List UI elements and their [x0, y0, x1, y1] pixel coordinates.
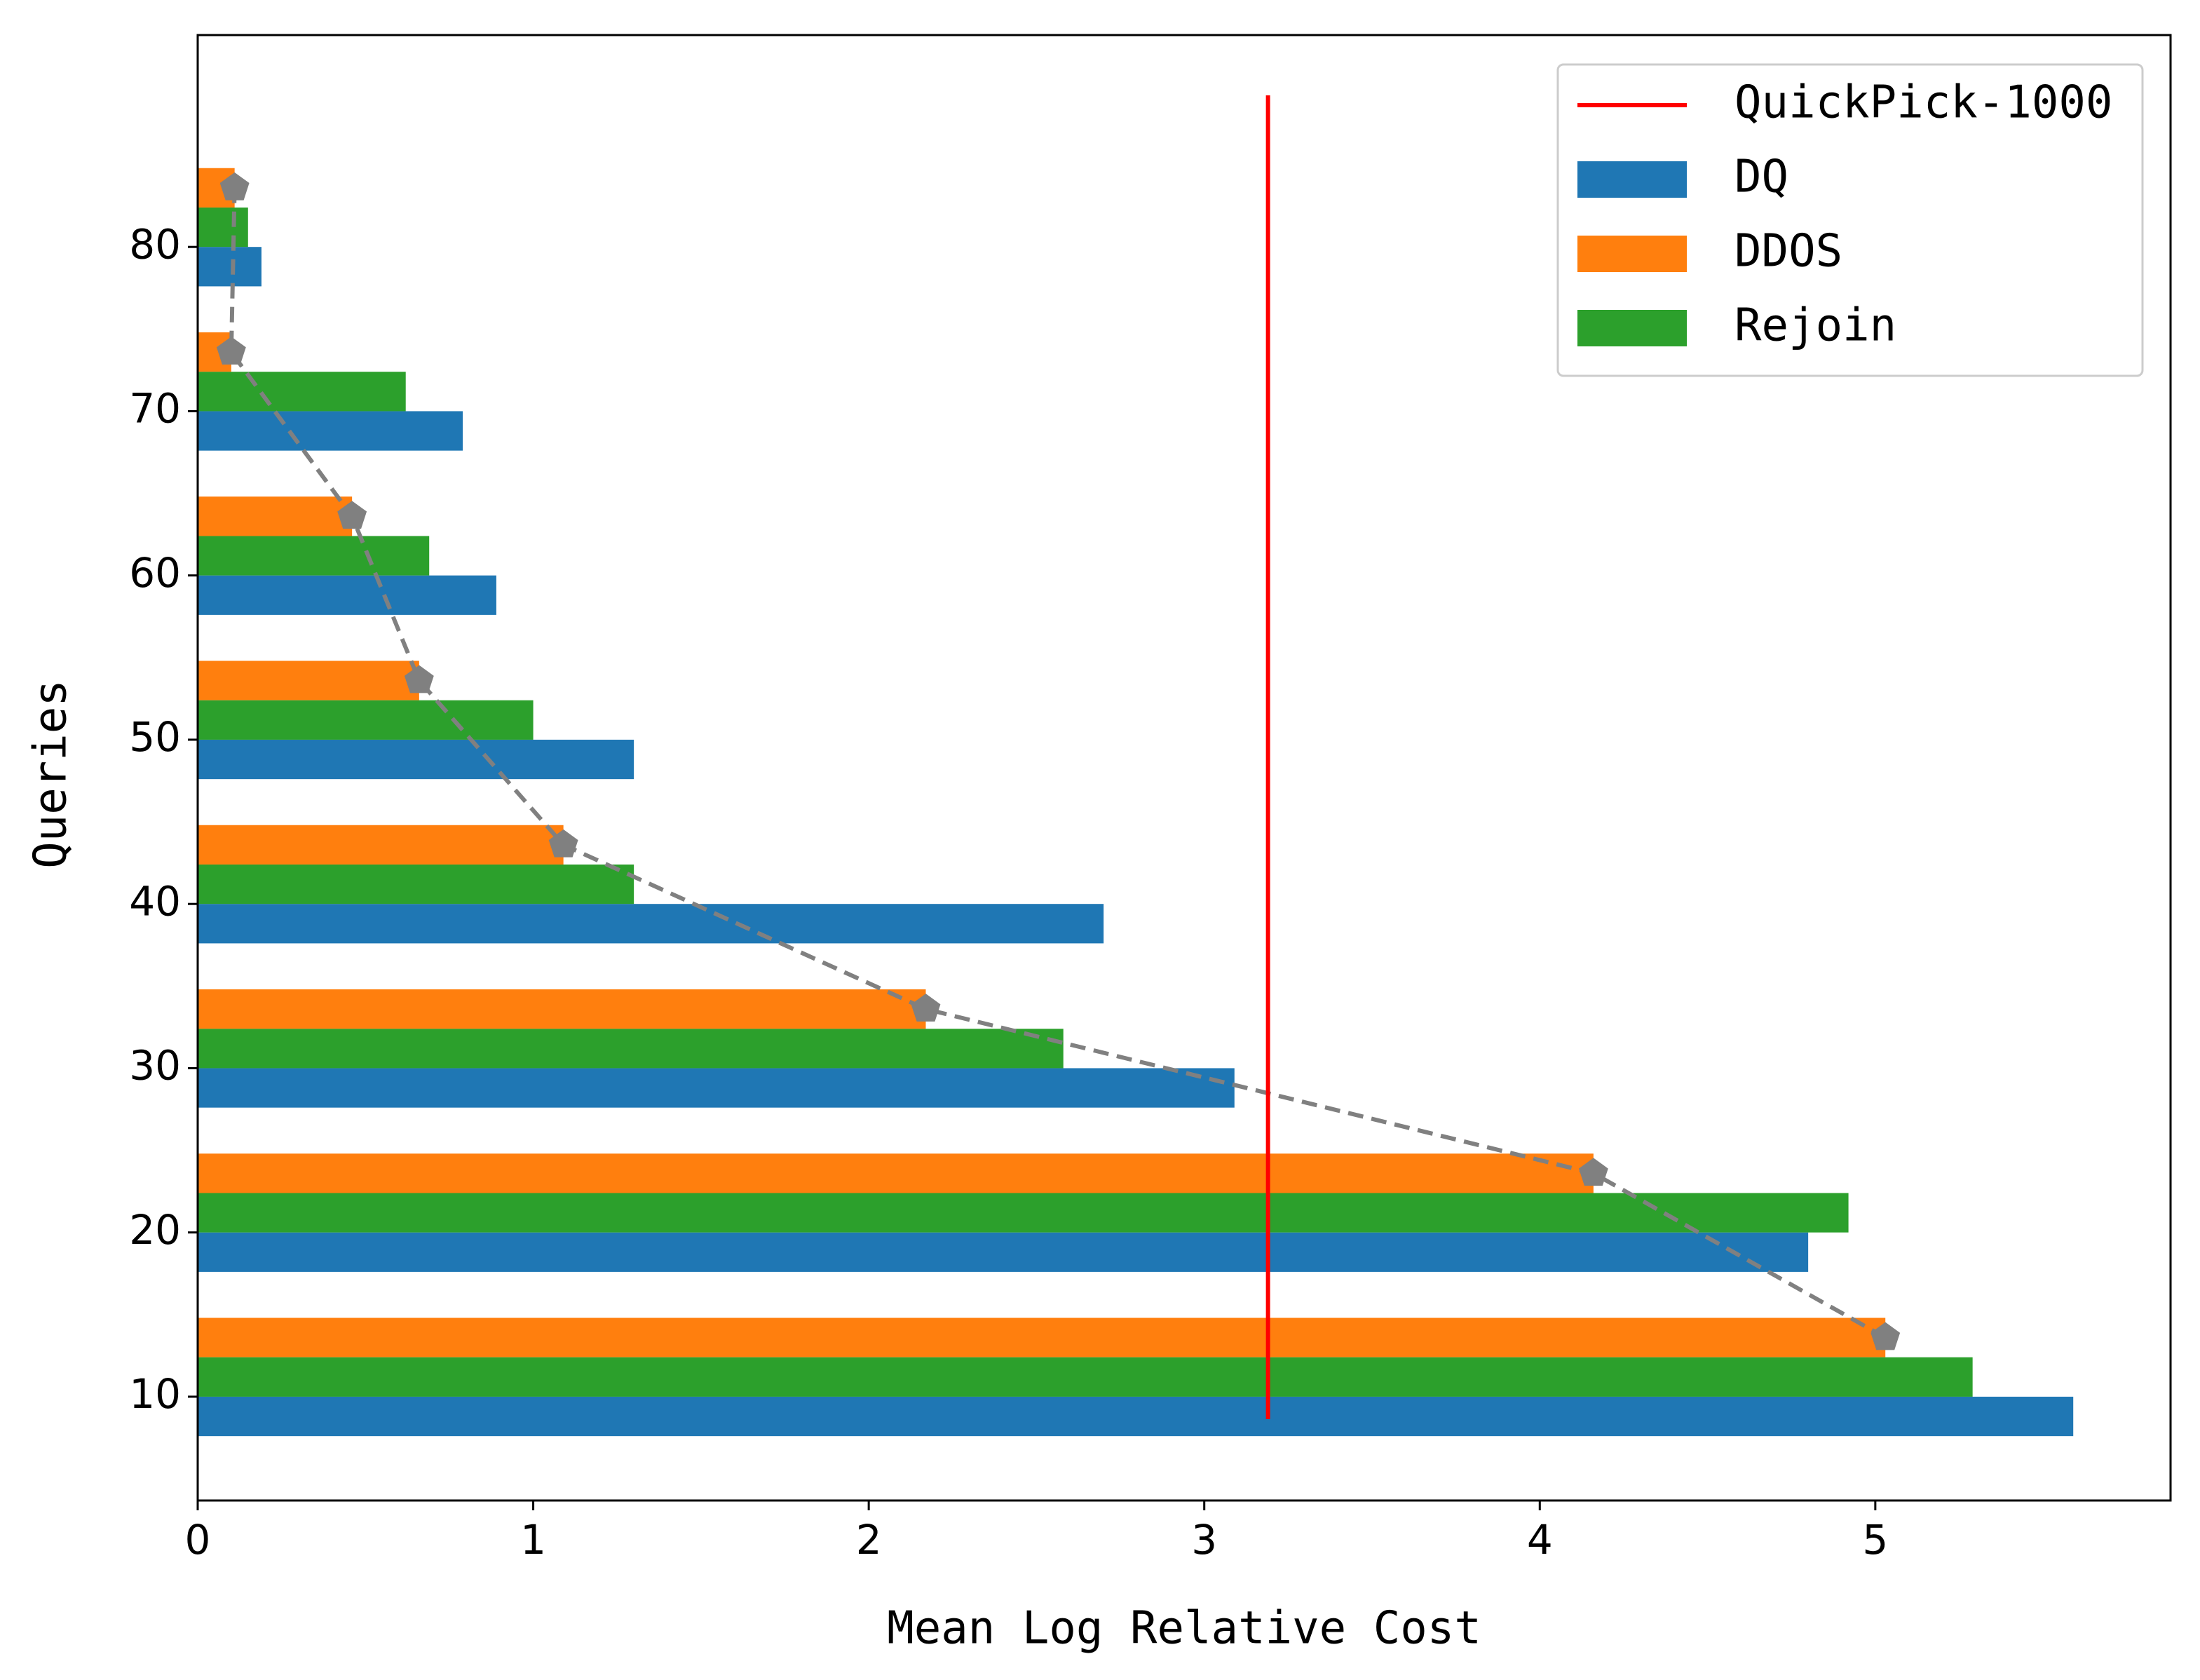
bar: [198, 247, 262, 287]
y-tick-label: 70: [129, 385, 181, 433]
legend-patch: [1577, 236, 1687, 272]
trend-marker: [548, 829, 578, 858]
bar: [198, 1193, 1849, 1233]
bar: [198, 536, 430, 576]
bar: [198, 207, 248, 248]
trend-marker: [404, 665, 434, 693]
legend-patch: [1577, 310, 1687, 346]
bar: [198, 739, 634, 780]
x-tick-label: 3: [1191, 1516, 1217, 1564]
plot-frame: [196, 34, 2172, 1502]
bar: [198, 1357, 1973, 1397]
bar: [198, 904, 1104, 944]
x-tick-label: 2: [856, 1516, 882, 1564]
y-tick-label: 40: [129, 877, 181, 925]
bar: [198, 1068, 1235, 1108]
legend-label: DQ: [1734, 151, 1788, 203]
x-tick-label: 4: [1527, 1516, 1553, 1564]
x-tick-label: 0: [185, 1516, 211, 1564]
bar: [198, 1232, 1809, 1272]
legend: QuickPick-1000 DQ DDOS Rejoin: [1556, 63, 2144, 377]
y-tick-label: 50: [129, 713, 181, 761]
legend-label: QuickPick-1000: [1734, 77, 2112, 129]
bar: [198, 1029, 1064, 1069]
bar: [198, 825, 564, 865]
trend-marker: [219, 172, 250, 201]
bar: [198, 864, 634, 905]
trend-line: [229, 187, 1887, 1340]
y-tick-label: 30: [129, 1042, 181, 1090]
x-tick-label: 5: [1862, 1516, 1888, 1564]
trend-marker: [216, 337, 246, 365]
trend-marker: [911, 994, 941, 1022]
bar: [198, 700, 534, 740]
bar: [198, 1396, 2074, 1437]
trend-marker: [1578, 1158, 1608, 1186]
y-tick-label: 80: [129, 220, 181, 268]
y-tick-label: 20: [129, 1206, 181, 1254]
trend-marker: [1870, 1322, 1901, 1350]
legend-label: DDOS: [1734, 226, 1842, 278]
bar: [198, 1153, 1594, 1193]
bar: [198, 661, 419, 700]
trend-marker: [337, 501, 367, 529]
bar: [198, 989, 926, 1029]
legend-box: [1556, 63, 2144, 377]
bar: [198, 496, 353, 536]
legend-label: Rejoin: [1734, 300, 1896, 352]
bar: [198, 372, 406, 412]
bar: [198, 1317, 1886, 1357]
y-axis-label: Queries: [25, 679, 77, 869]
x-tick-label: 1: [520, 1516, 546, 1564]
y-tick-label: 10: [129, 1370, 181, 1418]
x-axis-label: Mean Log Relative Cost: [887, 1603, 1481, 1655]
y-tick-label: 60: [129, 549, 181, 597]
legend-patch: [1577, 161, 1687, 198]
bar: [198, 411, 463, 451]
bar: [198, 575, 496, 615]
